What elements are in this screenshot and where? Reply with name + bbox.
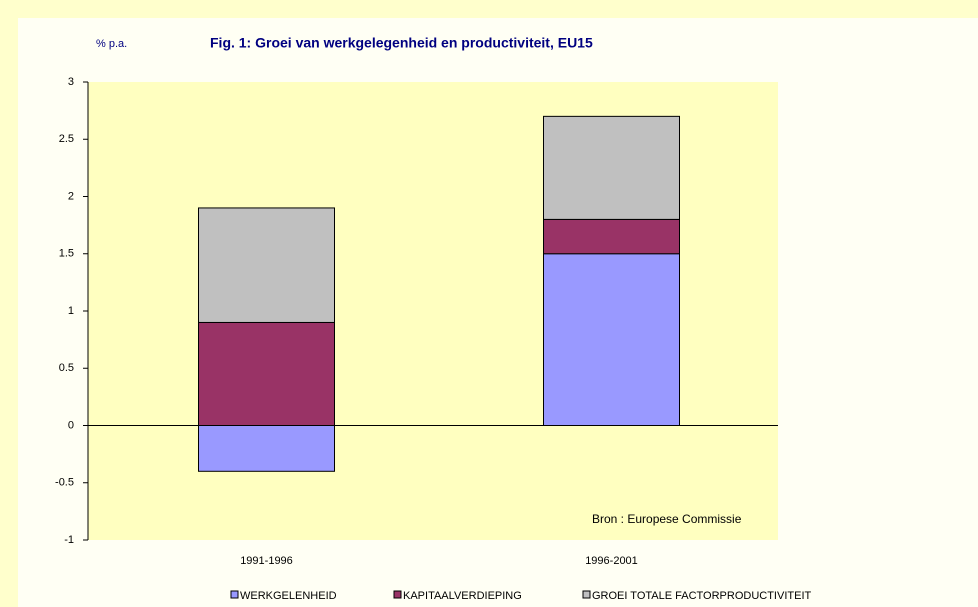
x-tick-label: 1991-1996 bbox=[240, 555, 293, 567]
y-tick-label: -1 bbox=[64, 534, 74, 546]
bar-segment bbox=[198, 425, 335, 472]
y-axis-label: % p.a. bbox=[96, 38, 127, 50]
legend-swatch bbox=[582, 590, 591, 599]
y-tick-label: 2.5 bbox=[59, 133, 74, 145]
bar-segment bbox=[198, 321, 335, 427]
legend-swatch bbox=[393, 590, 402, 599]
legend-label: GROEI TOTALE FACTORPRODUCTIVITEIT bbox=[592, 590, 811, 602]
y-tick-label: 1 bbox=[68, 305, 74, 317]
y-tick-label: -0.5 bbox=[55, 477, 74, 489]
y-tick-label: 0 bbox=[68, 419, 74, 431]
y-tick-label: 1.5 bbox=[59, 248, 74, 260]
y-tick-label: 0.5 bbox=[59, 362, 74, 374]
legend-label: WERKGELENHEID bbox=[240, 590, 337, 602]
bar-segment bbox=[543, 218, 680, 255]
y-tick-label: 3 bbox=[68, 76, 74, 88]
legend-swatch bbox=[230, 590, 239, 599]
bar-segment bbox=[543, 115, 680, 220]
chart-title: Fig. 1: Groei van werkgelegenheid en pro… bbox=[210, 35, 593, 51]
annotation: Bron : Europese Commissie bbox=[592, 512, 742, 526]
legend-label: KAPITAALVERDIEPING bbox=[403, 590, 522, 602]
bar-segment bbox=[543, 253, 680, 426]
y-tick-label: 2 bbox=[68, 190, 74, 202]
bar-segment bbox=[198, 207, 335, 323]
x-tick-label: 1996-2001 bbox=[585, 555, 638, 567]
